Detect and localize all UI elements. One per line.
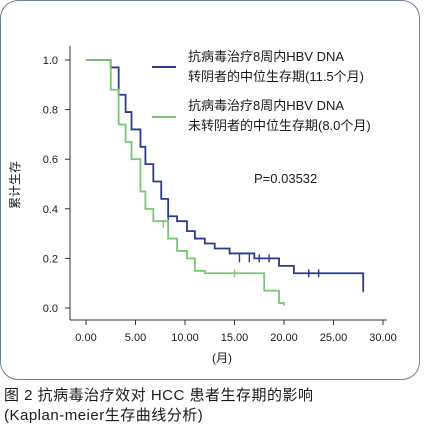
legend-series-1-line2: 转阴者的中位生存期(11.5个月) [188,69,364,84]
x-tick-label: 5.00 [125,332,146,344]
legend-series-1-line1: 抗病毒治疗8周内HBV DNA [188,49,344,64]
survival-curve-series-2 [86,59,285,306]
y-tick-label: 0.2 [43,253,58,265]
y-tick-label: 0.0 [43,303,58,315]
x-axis-label: (月) [212,351,232,365]
y-tick-label: 0.8 [43,105,58,117]
x-tick-label: 0.00 [75,332,96,344]
x-tick-label: 20.00 [270,332,298,344]
kaplan-meier-chart: 0.00 5.00 10.00 15.00 20.00 25.00 30.00 0.0 0.2 0… [8,46,397,365]
caption-line-2: (Kaplan-meier生存曲线分析) [4,407,204,424]
plot-area [86,59,365,306]
x-tick-label: 30.00 [369,332,397,344]
figure-caption: 图 2 抗病毒治疗效对 HCC 患者生存期的影响 (Kaplan-meier生存… [4,386,432,426]
axes: 0.00 5.00 10.00 15.00 20.00 25.00 30.00 0.0 0.2 0… [43,46,397,344]
x-tick-label: 15.00 [221,332,249,344]
y-tick-label: 0.4 [43,204,58,216]
y-tick-label: 1.0 [43,55,58,67]
legend-series-2-line2: 未转阴者的中位生存期(8.0个月) [188,118,371,133]
y-axis-label: 累计生存 [8,161,22,209]
x-tick-label: 25.00 [320,332,348,344]
p-value-annotation: P=0.03532 [254,171,317,186]
caption-line-1: 图 2 抗病毒治疗效对 HCC 患者生存期的影响 [4,387,314,404]
x-tick-label: 10.00 [171,332,199,344]
survival-curve-series-1 [86,59,365,291]
y-tick-label: 0.6 [43,154,58,166]
legend-series-2-line1: 抗病毒治疗8周内HBV DNA [188,98,344,113]
legend: 抗病毒治疗8周内HBV DNA 转阴者的中位生存期(11.5个月) 抗病毒治疗8… [152,49,371,133]
